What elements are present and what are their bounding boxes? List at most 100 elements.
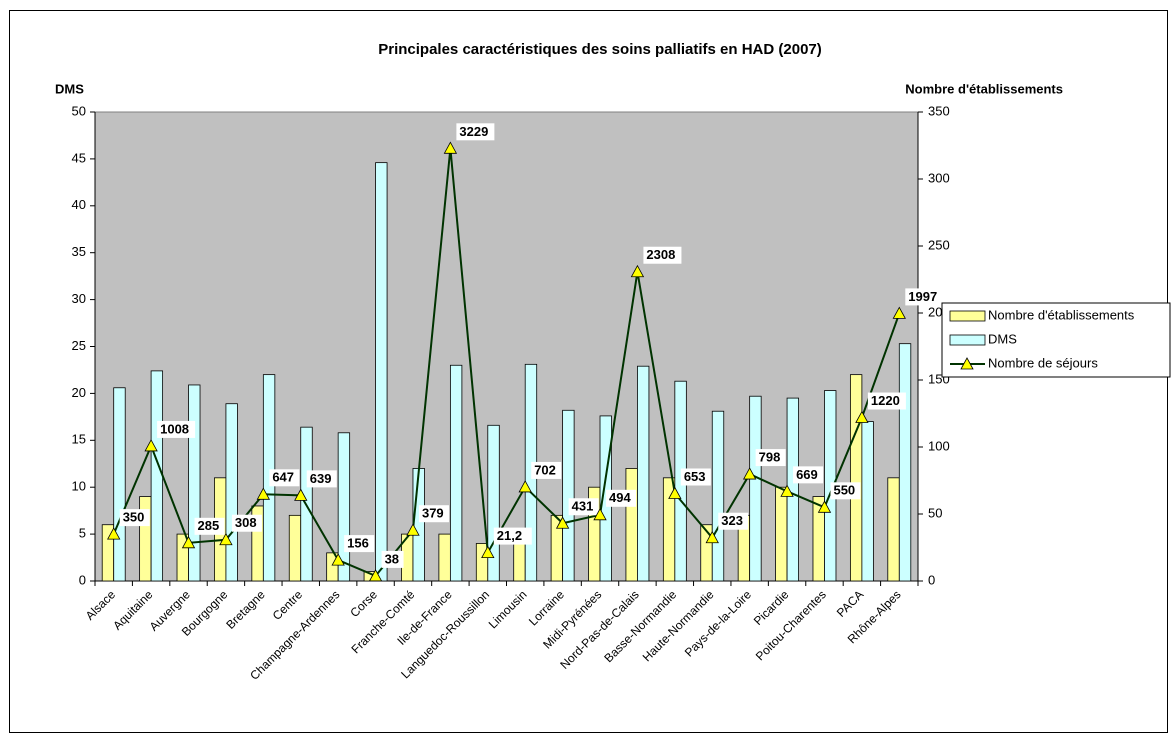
data-label: 350 <box>123 510 145 525</box>
y2-axis-label: Nombre d'établissements <box>905 81 1063 96</box>
marker <box>331 553 345 566</box>
bar <box>775 486 788 582</box>
y-tick-label: 40 <box>72 197 86 212</box>
marker <box>368 569 383 582</box>
data-label: 653 <box>684 469 706 484</box>
bar <box>225 403 238 582</box>
bar <box>412 468 425 582</box>
data-label-bg <box>867 392 906 410</box>
data-label: 647 <box>272 470 294 485</box>
bar <box>711 410 725 582</box>
y-tick-label: 0 <box>79 572 86 587</box>
data-label: 494 <box>609 490 631 505</box>
data-label-bg <box>306 470 337 488</box>
y-tick-label: 35 <box>72 244 86 259</box>
marker <box>443 141 458 154</box>
data-label: 550 <box>833 483 855 498</box>
marker <box>219 532 233 546</box>
bar <box>637 365 650 582</box>
data-label-bg <box>119 509 150 527</box>
marker <box>181 535 196 549</box>
y-tick-label: 20 <box>72 385 86 400</box>
bar <box>749 395 762 582</box>
marker <box>144 439 158 452</box>
data-label-bg <box>718 512 749 530</box>
data-label-bg <box>643 246 682 264</box>
y-tick-label: 45 <box>72 150 86 165</box>
data-label: 156 <box>347 536 369 551</box>
y-axis-label: DMS <box>55 81 84 96</box>
y2-tick-label: 100 <box>928 438 950 453</box>
marker <box>593 507 607 521</box>
legend-marker <box>960 357 974 370</box>
bar <box>861 421 874 582</box>
data-label: 379 <box>422 506 444 521</box>
data-label-bg <box>231 514 262 532</box>
data-label-bg <box>830 482 861 500</box>
bar <box>288 514 302 582</box>
data-label-bg <box>793 466 824 484</box>
legend-label: Nombre de séjours <box>988 355 1098 370</box>
data-label: 1220 <box>871 393 900 408</box>
data-label: 1997 <box>908 289 937 304</box>
marker <box>855 410 869 423</box>
data-label: 21,2 <box>497 528 522 543</box>
data-label: 639 <box>310 471 332 486</box>
y-tick-label: 10 <box>72 479 86 494</box>
data-label-bg <box>680 468 711 486</box>
data-label-bg <box>344 535 375 553</box>
bar <box>449 364 463 582</box>
marker <box>817 500 832 513</box>
y2-tick-label: 350 <box>928 103 950 118</box>
marker <box>630 264 645 278</box>
marker <box>668 486 682 499</box>
y-tick-label: 25 <box>72 338 86 353</box>
bar <box>150 370 164 582</box>
data-label: 669 <box>796 467 818 482</box>
data-label: 431 <box>572 499 594 514</box>
data-label: 702 <box>534 462 556 477</box>
data-label-bg <box>381 550 404 568</box>
bar <box>113 387 126 582</box>
y2-tick-label: 250 <box>928 237 950 252</box>
marker <box>742 467 757 480</box>
marker <box>294 488 308 501</box>
bar <box>562 409 575 582</box>
data-label: 308 <box>235 515 257 530</box>
legend-label: Nombre d'établissements <box>988 307 1135 322</box>
bar <box>700 524 713 582</box>
data-label-bg <box>456 123 495 141</box>
y2-tick-label: 50 <box>928 505 942 520</box>
marker <box>406 523 420 536</box>
data-label-bg <box>606 489 637 507</box>
bar <box>188 384 201 582</box>
data-label-bg <box>531 461 562 479</box>
data-label-bg <box>194 517 225 535</box>
bar <box>487 424 500 582</box>
marker <box>705 530 719 544</box>
legend-swatch <box>949 334 986 346</box>
legend-swatch <box>949 310 986 322</box>
data-label-bg <box>418 505 449 523</box>
y2-tick-label: 0 <box>928 572 935 587</box>
data-label-bg <box>157 420 196 438</box>
data-label-bg <box>905 288 944 306</box>
marker <box>107 527 121 540</box>
data-label-bg <box>755 449 786 467</box>
data-label: 38 <box>385 551 399 566</box>
bar <box>887 477 900 582</box>
data-label: 1008 <box>160 421 189 436</box>
data-label: 323 <box>721 513 743 528</box>
data-label-bg <box>269 469 300 487</box>
legend-label: DMS <box>988 331 1017 346</box>
marker <box>256 487 271 500</box>
bar <box>849 374 863 582</box>
data-label: 3229 <box>459 124 488 139</box>
data-label: 798 <box>759 450 781 465</box>
y-tick-label: 30 <box>72 291 86 306</box>
data-label: 285 <box>198 518 220 533</box>
y-tick-label: 15 <box>72 432 86 447</box>
y-tick-label: 5 <box>79 526 86 541</box>
